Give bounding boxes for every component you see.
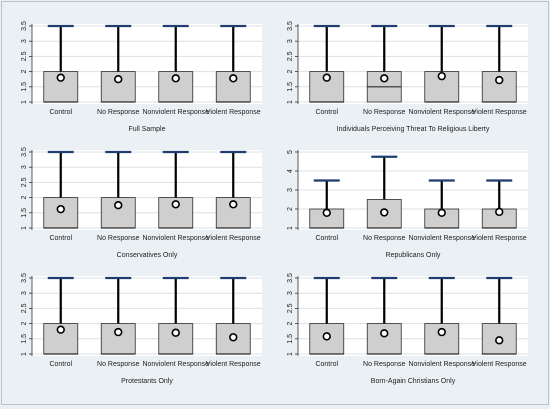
- x-tick-label: Control: [49, 361, 72, 368]
- y-tick-label: 1.5: [21, 208, 28, 218]
- mean-marker: [495, 336, 504, 345]
- y-tick-label: 3: [21, 291, 28, 295]
- x-tick-label: Violent Response: [472, 361, 527, 368]
- y-tick-label: 1.5: [287, 82, 294, 92]
- mean-marker: [114, 201, 123, 210]
- box: [366, 323, 402, 355]
- x-tick-label: Violent Response: [206, 109, 261, 116]
- y-tick-label: 2: [21, 322, 28, 326]
- x-tick-label: Control: [49, 109, 72, 116]
- x-tick-label: No Response: [97, 109, 140, 116]
- mean-marker: [437, 208, 446, 218]
- y-tick-label: 1: [287, 100, 294, 104]
- mean-marker: [380, 208, 389, 217]
- y-tick-label: 5: [287, 150, 294, 154]
- y-tick-label: 1.5: [21, 82, 28, 92]
- mean-marker: [322, 73, 331, 82]
- mean-marker: [322, 208, 331, 218]
- mean-marker: [56, 204, 65, 214]
- y-tick-label: 1.5: [287, 334, 294, 344]
- y-tick-label: 2: [287, 70, 294, 74]
- x-tick-label: Nonviolent Response: [408, 235, 475, 242]
- y-tick-label: 1.5: [21, 334, 28, 344]
- mean-marker: [495, 207, 504, 217]
- y-tick-label: 2.5: [21, 51, 28, 61]
- y-tick-label: 2: [21, 70, 28, 74]
- y-tick-label: 3.5: [287, 273, 294, 283]
- box: [158, 323, 194, 355]
- x-tick-label: Nonviolent Response: [142, 361, 209, 368]
- y-tick-label: 3.5: [21, 273, 28, 283]
- y-tick-label: 2: [21, 196, 28, 200]
- x-tick-label: No Response: [363, 361, 406, 368]
- panel-title: Republicans Only: [386, 252, 441, 259]
- y-tick-label: 1: [287, 226, 294, 230]
- mean-marker: [171, 200, 180, 209]
- x-tick-label: No Response: [97, 361, 140, 368]
- mean-marker: [437, 327, 446, 337]
- x-tick-label: Violent Response: [206, 361, 261, 368]
- mean-marker: [229, 200, 238, 209]
- panel-title: Conservatives Only: [117, 252, 178, 259]
- mean-marker: [229, 333, 238, 342]
- y-tick-label: 2.5: [287, 303, 294, 313]
- x-tick-label: Nonviolent Response: [408, 361, 475, 368]
- y-tick-label: 3: [287, 188, 294, 192]
- y-tick-label: 2.5: [287, 51, 294, 61]
- y-tick-label: 4: [287, 169, 294, 173]
- y-tick-label: 2: [287, 207, 294, 211]
- y-tick-label: 3: [287, 39, 294, 43]
- mean-marker: [380, 329, 389, 338]
- mean-marker: [495, 75, 504, 85]
- y-tick-label: 3.5: [21, 147, 28, 157]
- x-tick-label: Control: [315, 109, 338, 116]
- y-tick-label: 2.5: [21, 177, 28, 187]
- x-tick-label: Violent Response: [472, 235, 527, 242]
- x-tick-label: Control: [49, 235, 72, 242]
- y-tick-label: 3.5: [287, 21, 294, 31]
- y-tick-label: 1: [21, 100, 28, 104]
- x-tick-label: Control: [315, 361, 338, 368]
- mean-marker: [114, 74, 123, 84]
- mean-marker: [114, 327, 123, 337]
- panel-title: Individuals Perceiving Threat To Religio…: [337, 126, 490, 133]
- y-tick-label: 1: [21, 226, 28, 230]
- mean-marker: [437, 71, 446, 81]
- x-tick-label: Nonviolent Response: [142, 109, 209, 116]
- y-tick-label: 2: [287, 322, 294, 326]
- panel-title: Born-Again Christians Only: [371, 378, 456, 385]
- y-tick-label: 1: [21, 352, 28, 356]
- x-tick-label: Nonviolent Response: [142, 235, 209, 242]
- x-tick-label: No Response: [363, 109, 406, 116]
- x-tick-label: Nonviolent Response: [408, 109, 475, 116]
- mean-marker: [56, 73, 65, 82]
- mean-marker: [56, 325, 65, 334]
- panel-title: Protestants Only: [121, 378, 173, 385]
- y-tick-label: 3: [21, 165, 28, 169]
- box: [43, 71, 79, 103]
- mean-marker: [229, 74, 238, 83]
- mean-marker: [171, 74, 180, 83]
- x-tick-label: Violent Response: [206, 235, 261, 242]
- mean-marker: [171, 328, 180, 337]
- y-tick-label: 3: [287, 291, 294, 295]
- mean-marker: [322, 332, 331, 341]
- y-tick-label: 3: [21, 39, 28, 43]
- x-tick-label: No Response: [97, 235, 140, 242]
- mean-marker: [380, 74, 389, 83]
- x-tick-label: Control: [315, 235, 338, 242]
- y-tick-label: 2.5: [21, 303, 28, 313]
- x-tick-label: No Response: [363, 235, 406, 242]
- panel-title: Full Sample: [129, 126, 166, 133]
- y-tick-label: 3.5: [21, 21, 28, 31]
- y-tick-label: 1: [287, 352, 294, 356]
- x-tick-label: Violent Response: [472, 109, 527, 116]
